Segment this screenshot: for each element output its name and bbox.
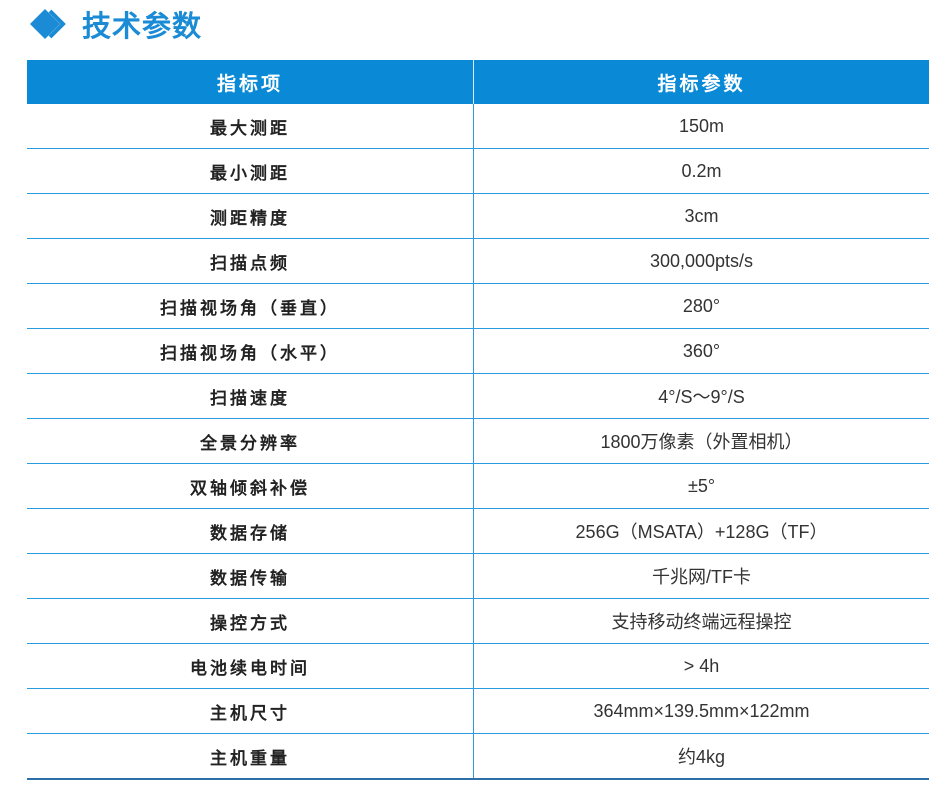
spec-table: 指标项 指标参数 最大测距 150m 最小测距 0.2m 测距精度 3cm 扫描点频 300,… <box>27 60 929 780</box>
spec-name: 最小测距 <box>27 148 474 194</box>
spec-name: 扫描视场角（水平） <box>27 328 474 374</box>
spec-name: 测距精度 <box>27 193 474 239</box>
table-row: 操控方式 支持移动终端远程操控 <box>27 598 929 644</box>
table-row: 数据存储 256G（MSATA）+128G（TF） <box>27 508 929 554</box>
table-row: 主机尺寸 364mm×139.5mm×122mm <box>27 688 929 734</box>
table-row: 扫描视场角（水平） 360° <box>27 328 929 374</box>
spec-name: 数据传输 <box>27 553 474 599</box>
spec-value: ±5° <box>473 463 929 509</box>
header-item: 指标项 <box>27 60 474 104</box>
table-row: 扫描点频 300,000pts/s <box>27 238 929 284</box>
table-header-row: 指标项 指标参数 <box>27 60 929 104</box>
diamond-icon <box>30 9 66 39</box>
table-row: 测距精度 3cm <box>27 193 929 239</box>
spec-name: 扫描点频 <box>27 238 474 284</box>
spec-value: 千兆网/TF卡 <box>473 553 929 599</box>
table-row: 最小测距 0.2m <box>27 148 929 194</box>
table-row: 数据传输 千兆网/TF卡 <box>27 553 929 599</box>
spec-name: 数据存储 <box>27 508 474 554</box>
spec-name: 双轴倾斜补偿 <box>27 463 474 509</box>
spec-value: 360° <box>473 328 929 374</box>
spec-value: 300,000pts/s <box>473 238 929 284</box>
table-row: 最大测距 150m <box>27 104 929 149</box>
spec-value: 4°/S～9°/S <box>473 373 929 419</box>
spec-name: 扫描速度 <box>27 373 474 419</box>
spec-value: 支持移动终端远程操控 <box>473 598 929 644</box>
spec-value: 0.2m <box>473 148 929 194</box>
table-row: 扫描速度 4°/S～9°/S <box>27 373 929 419</box>
spec-name: 主机尺寸 <box>27 688 474 734</box>
spec-name: 扫描视场角（垂直） <box>27 283 474 329</box>
section-title: 技术参数 <box>28 6 203 43</box>
table-row: 扫描视场角（垂直） 280° <box>27 283 929 329</box>
spec-name: 主机重量 <box>27 733 474 780</box>
spec-value: 364mm×139.5mm×122mm <box>473 688 929 734</box>
header-value: 指标参数 <box>473 60 929 104</box>
spec-value: 3cm <box>473 193 929 239</box>
table-row: 主机重量 约4kg <box>27 733 929 780</box>
table-row: 全景分辨率 1800万像素（外置相机） <box>27 418 929 464</box>
spec-name: 最大测距 <box>27 104 474 149</box>
spec-name: 操控方式 <box>27 598 474 644</box>
spec-value: 280° <box>473 283 929 329</box>
spec-value: 1800万像素（外置相机） <box>473 418 929 464</box>
spec-value: > 4h <box>473 643 929 689</box>
spec-value: 256G（MSATA）+128G（TF） <box>473 508 929 554</box>
section-title-text: 技术参数 <box>82 9 203 43</box>
spec-value: 150m <box>473 104 929 149</box>
spec-name: 电池续电时间 <box>27 643 474 689</box>
table-row: 电池续电时间 > 4h <box>27 643 929 689</box>
spec-name: 全景分辨率 <box>27 418 474 464</box>
spec-value: 约4kg <box>473 733 929 780</box>
table-row: 双轴倾斜补偿 ±5° <box>27 463 929 509</box>
